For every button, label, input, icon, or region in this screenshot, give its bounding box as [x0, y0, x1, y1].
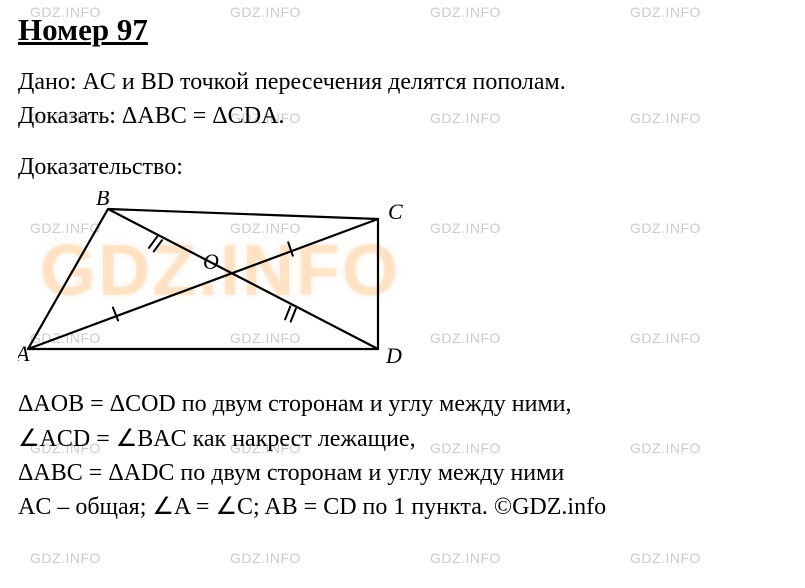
proof-line-4: AC – общая; ∠A = ∠C; AB = CD по 1 пункта…	[18, 491, 787, 523]
svg-text:O: O	[203, 249, 219, 274]
svg-text:B: B	[96, 191, 109, 210]
geometry-diagram: A B C D O	[18, 191, 787, 376]
svg-text:D: D	[385, 343, 402, 368]
watermark-text: GDZ.INFO	[430, 550, 501, 566]
problem-title: Номер 97	[18, 12, 787, 48]
watermark-text: GDZ.INFO	[230, 550, 301, 566]
proof-line-2: ∠ACD = ∠BAC как накрест лежащие,	[18, 423, 787, 455]
watermark-text: GDZ.INFO	[630, 550, 701, 566]
svg-text:C: C	[388, 199, 403, 224]
proof-line-4-text: AC – общая; ∠A = ∠C; AB = CD по 1 пункта…	[18, 494, 494, 520]
prove-line: Доказать: ΔABC = ΔCDA.	[18, 100, 787, 132]
watermark-text: GDZ.INFO	[30, 550, 101, 566]
diagram-svg: A B C D O	[18, 191, 428, 371]
given-line: Дано: AC и BD точкой пересечения делятся…	[18, 66, 787, 98]
proof-line-1: ΔAOB = ΔCOD по двум сторонам и углу межд…	[18, 388, 787, 420]
proof-label: Доказательство:	[18, 151, 787, 183]
svg-text:A: A	[18, 341, 30, 366]
proof-line-3: ΔABC = ΔADC по двум сторонам и углу межд…	[18, 457, 787, 489]
copyright-text: ©GDZ.info	[494, 494, 606, 520]
document-content: Номер 97 Дано: AC и BD точкой пересечени…	[18, 12, 787, 524]
